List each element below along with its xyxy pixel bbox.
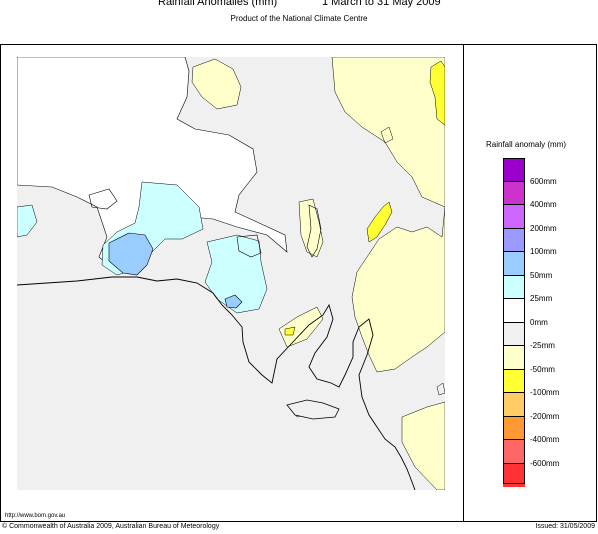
small-lake-2 <box>436 382 445 396</box>
legend-label: 200mm <box>530 223 557 233</box>
legend-swatch <box>503 181 525 205</box>
anomaly-region-blue-small <box>224 294 243 309</box>
legend-label: -25mm <box>530 341 555 350</box>
legend-swatches <box>503 158 525 487</box>
legend-label: 400mm <box>530 200 557 209</box>
anomaly-region-cyan-central <box>204 234 268 314</box>
small-lake-1 <box>380 126 394 144</box>
legend-swatch <box>503 463 525 487</box>
lake-gairdner <box>236 234 262 258</box>
map-title: Rainfall Anomalies (mm) <box>158 0 278 8</box>
legend-swatch <box>503 252 525 276</box>
legend-swatch <box>503 346 525 370</box>
legend-divider <box>463 44 464 522</box>
anomaly-region-cyan-small <box>17 204 38 238</box>
legend-label: -600mm <box>530 458 560 468</box>
legend-swatch <box>503 440 525 464</box>
legend-label: -400mm <box>530 435 560 444</box>
anomaly-region-blue <box>108 232 154 276</box>
bom-url[interactable]: http://www.bom.gov.au <box>5 513 66 519</box>
copyright-notice: © Commonwealth of Australia 2009, Austra… <box>2 523 220 530</box>
map-subtitle: Product of the National Climate Centre <box>230 14 368 23</box>
legend-swatch <box>503 369 525 393</box>
legend-label: 100mm <box>530 247 557 256</box>
legend-label: -50mm <box>530 364 555 374</box>
title-line: Rainfall Anomalies (mm) 1 March to 31 Ma… <box>0 0 598 10</box>
legend-swatch <box>503 275 525 299</box>
legend-label: -100mm <box>530 388 560 397</box>
legend-label: -200mm <box>530 411 560 421</box>
anomaly-region-paleyellow-southeast <box>401 401 445 490</box>
kangaroo-island <box>286 399 340 420</box>
anomaly-region-paleyellow-east <box>331 57 445 373</box>
lake-eyre <box>88 188 118 210</box>
legend-label: 0mm <box>530 317 548 327</box>
issued-date: Issued: 31/05/2009 <box>535 523 595 530</box>
legend-label: 25mm <box>530 294 553 303</box>
legend-swatch <box>503 393 525 417</box>
anomaly-region-yellow-small <box>284 326 296 336</box>
map-period: 1 March to 31 May 2009 <box>322 0 441 8</box>
anomaly-region-paleyellow-north <box>191 58 242 110</box>
anomaly-region-yellow-ne <box>429 60 445 126</box>
anomaly-region-yellow-ranges <box>366 201 393 243</box>
anomaly-region-white <box>17 57 288 273</box>
legend-swatch <box>503 299 525 323</box>
legend-swatch <box>503 322 525 346</box>
legend-swatch <box>503 205 525 229</box>
lake-torrens <box>306 204 322 258</box>
legend-swatch <box>503 228 525 252</box>
legend-label: 600mm <box>530 176 557 186</box>
map-frame <box>0 44 597 522</box>
legend-title: Rainfall anomaly (mm) <box>486 140 567 149</box>
rainfall-anomaly-map <box>17 57 445 490</box>
coastline <box>17 276 416 490</box>
anomaly-region-paleyellow-eyre <box>278 306 324 348</box>
legend-swatch <box>503 158 525 182</box>
legend-swatch <box>503 416 525 440</box>
legend-label: 50mm <box>530 270 553 280</box>
